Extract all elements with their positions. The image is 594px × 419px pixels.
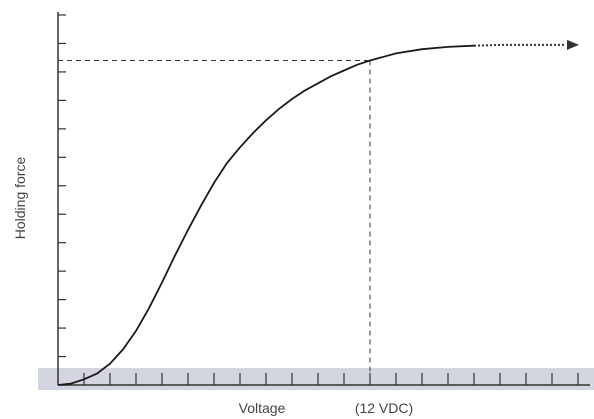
arrow-head-icon (567, 39, 579, 50)
series-line (57, 44, 475, 386)
y-axis-label: Holding force (12, 157, 28, 240)
y-axis-ticks (58, 14, 66, 358)
series-tail-dotted (473, 43, 565, 47)
reference-annotation: (12 VDC) (355, 400, 413, 416)
axis-band (38, 368, 594, 390)
x-axis-label: Voltage (239, 400, 286, 416)
